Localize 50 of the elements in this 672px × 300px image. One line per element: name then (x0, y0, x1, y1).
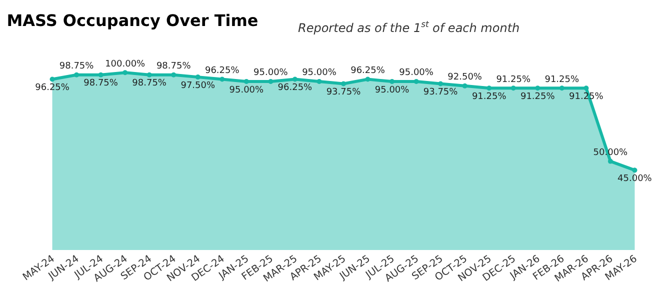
data-label: 91.25% (544, 74, 580, 85)
point (195, 74, 200, 80)
data-label: 91.25% (520, 92, 556, 102)
point (341, 81, 346, 86)
point (632, 168, 638, 173)
data-label: 96.25% (350, 66, 386, 76)
point (462, 83, 468, 88)
chart-title: MASS Occupancy Over Time (6, 11, 258, 30)
data-label: 96.25% (35, 83, 70, 94)
point (220, 76, 225, 82)
data-label: 98.75% (59, 61, 94, 72)
point (50, 76, 55, 82)
data-label: 45.00% (618, 174, 652, 184)
point (292, 76, 298, 82)
point (414, 78, 419, 84)
chart-subtitle: Reported as of the 1$^{st}$ of each month (298, 19, 520, 36)
point (244, 78, 249, 84)
data-label: 98.75% (132, 78, 167, 89)
point (510, 86, 516, 91)
point (74, 72, 80, 78)
point (171, 72, 176, 78)
point (390, 78, 395, 84)
point (122, 70, 128, 76)
data-label: 96.25% (204, 66, 240, 76)
data-label: 95.00% (399, 68, 434, 78)
data-label: 91.25% (472, 92, 507, 102)
data-label: 95.00% (229, 85, 264, 96)
point (98, 72, 104, 78)
data-label: 95.00% (374, 85, 410, 96)
point (584, 86, 589, 91)
data-label: 91.25% (496, 74, 531, 85)
data-label: 93.75% (423, 88, 458, 98)
point (486, 86, 492, 91)
data-label: 95.00% (254, 68, 288, 78)
point (438, 81, 444, 86)
point (608, 158, 613, 164)
point (535, 86, 540, 91)
data-label: 95.00% (302, 68, 337, 78)
data-label: 92.50% (448, 72, 482, 83)
data-label: 93.75% (326, 88, 362, 98)
data-label: 100.00% (105, 59, 146, 70)
point (559, 86, 564, 91)
data-label: 96.25% (278, 83, 313, 94)
data-label: 97.50% (180, 80, 216, 91)
point (268, 78, 274, 84)
data-label: 98.75% (84, 78, 118, 89)
data-label: 98.75% (156, 61, 192, 72)
point (365, 76, 370, 82)
point (316, 78, 322, 84)
point (146, 72, 152, 78)
